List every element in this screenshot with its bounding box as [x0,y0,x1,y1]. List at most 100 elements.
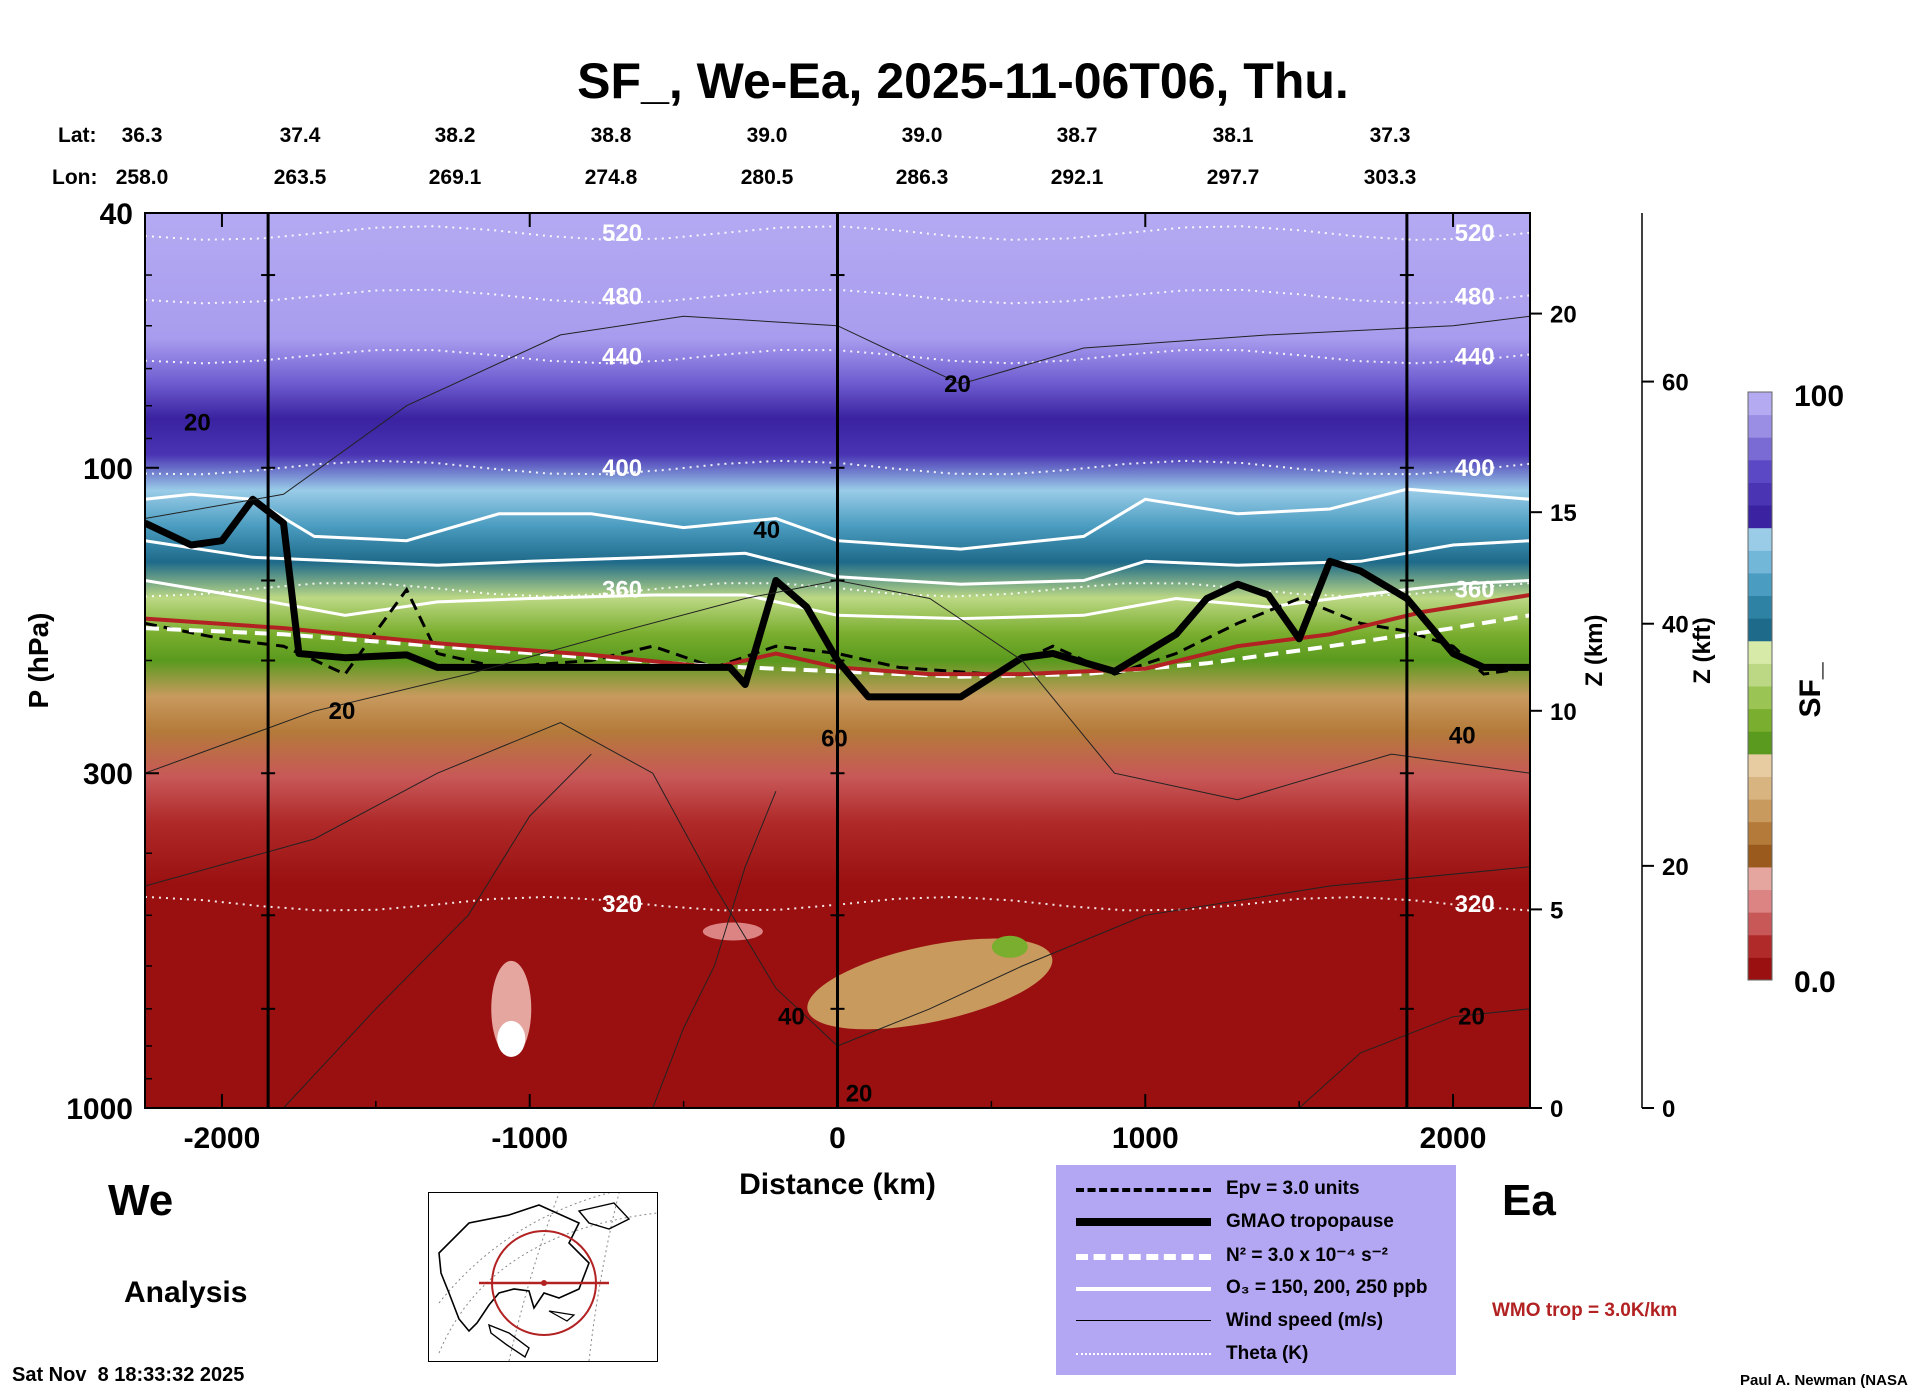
legend-item-theta: Theta (K) [1056,1340,1456,1370]
wind-contour [652,791,777,1108]
legend-item-tropopause: GMAO tropopause [1056,1208,1456,1238]
zkm-tick-label: 0 [1550,1096,1563,1123]
theta-label: 440 [1455,343,1495,370]
lon-value: 286.3 [895,166,949,189]
colorbar-swatch [1748,799,1772,823]
lat-value: 38.1 [1212,124,1254,147]
zkm-tick-label: 10 [1550,699,1577,726]
lat-value: 37.4 [279,124,321,147]
locator-map [428,1192,658,1362]
sf-anomaly-green [991,935,1028,958]
gmao-tropopause-line [145,495,1530,701]
colorbar-label: SF_ [1794,662,1827,717]
x-tick-label: -2000 [184,1122,261,1155]
lat-label: Lat: [58,124,97,147]
legend-label: GMAO tropopause [1226,1211,1394,1232]
y-tick-label: 1000 [66,1093,133,1126]
x-axis-label: Distance (km) [739,1168,936,1201]
colorbar-swatch [1748,640,1772,664]
zkft-axis-label: Z (kft) [1689,617,1716,684]
wind-label: 20 [846,1081,873,1108]
zkm-tick-label: 5 [1550,897,1563,924]
legend-line-thin-black [1076,1320,1211,1321]
x-tick-label: 0 [829,1122,846,1155]
lon-value: 269.1 [428,166,482,189]
colorbar-swatch [1748,934,1772,958]
lon-value: 274.8 [584,166,638,189]
colorbar-max-label: 100 [1794,380,1844,413]
wind-label: 40 [1449,723,1476,750]
colorbar-swatch [1748,505,1772,529]
timestamp: Sat Nov 8 18:33:32 2025 [12,1364,245,1386]
o3-contour [145,487,1530,551]
theta-label: 320 [1455,891,1495,918]
legend-label: Theta (K) [1226,1343,1309,1364]
zkft-tick-label: 0 [1662,1096,1675,1123]
legend-label: N² = 3.0 x 10⁻⁴ s⁻² [1226,1245,1389,1266]
zkft-tick-label: 60 [1662,370,1689,397]
legend-line-dashed-black [1076,1188,1211,1192]
colorbar-swatch [1748,912,1772,936]
colorbar-swatch [1748,437,1772,461]
wind-label: 20 [329,698,356,725]
colorbar-frame [1747,391,1773,981]
colorbar-swatch [1748,550,1772,574]
sf-anomaly-pink-small [702,922,763,941]
theta-label: 480 [1455,283,1495,310]
legend-label: Epv = 3.0 units [1226,1178,1360,1199]
theta-label: 320 [602,891,642,918]
legend-label: O₃ = 150, 200, 250 ppb [1226,1277,1428,1298]
theta-label: 480 [602,283,642,310]
credit: Paul A. Newman (NASA [1740,1372,1908,1389]
colorbar-swatch [1748,572,1772,597]
colorbar-swatch [1748,595,1772,619]
legend: Epv = 3.0 units GMAO tropopause N² = 3.0… [1056,1165,1456,1375]
lon-value: 303.3 [1363,166,1417,189]
sf-anomaly-brown [807,938,1053,1030]
locator-map-graphic [438,1193,657,1361]
colorbar-swatch [1748,392,1772,416]
theta-label: 440 [602,343,642,370]
y-tick-label: 300 [83,758,133,791]
lon-value: 258.0 [115,166,169,189]
east-label: Ea [1502,1176,1556,1225]
lat-value: 36.3 [121,124,163,147]
colorbar-swatch [1748,414,1772,438]
legend-label: Wind speed (m/s) [1226,1310,1384,1331]
theta-label: 400 [602,455,642,482]
zkft-tick-label: 40 [1662,612,1689,639]
chart-title: SF_, We-Ea, 2025-11-06T06, Thu. [577,53,1349,109]
colorbar-swatch [1748,482,1772,506]
theta-label: 360 [602,577,642,604]
legend-line-thick-black [1076,1218,1211,1226]
colorbar-swatch [1748,957,1772,981]
colorbar-swatch [1748,663,1772,687]
theta-label: 400 [1455,455,1495,482]
lat-value: 39.0 [746,124,788,147]
wind-label: 40 [753,517,780,544]
wind-contour [145,579,1530,801]
lat-value: 38.8 [590,124,632,147]
colorbar-swatch [1748,527,1772,551]
lon-value: 263.5 [273,166,327,189]
zkm-tick-label: 20 [1550,302,1577,329]
colorbar-swatch [1748,889,1772,913]
theta-label: 520 [602,220,642,247]
y-tick-label: 40 [100,198,133,231]
wind-label: 60 [821,726,848,753]
x-tick-label: 1000 [1112,1122,1179,1155]
lon-value: 297.7 [1206,166,1260,189]
colorbar-swatch [1748,776,1772,800]
legend-item-epv: Epv = 3.0 units [1056,1175,1456,1205]
colorbar-swatch [1748,708,1772,732]
colorbar-swatch [1748,821,1772,845]
zkm-axis-label: Z (km) [1581,615,1608,687]
legend-line-solid-white [1076,1287,1211,1291]
lat-value: 39.0 [901,124,943,147]
zkm-tick-label: 15 [1550,500,1577,527]
wind-label: 20 [184,410,211,437]
y-axis-label: P (hPa) [23,613,54,709]
theta-label: 360 [1455,577,1495,604]
west-label: We [108,1176,174,1225]
